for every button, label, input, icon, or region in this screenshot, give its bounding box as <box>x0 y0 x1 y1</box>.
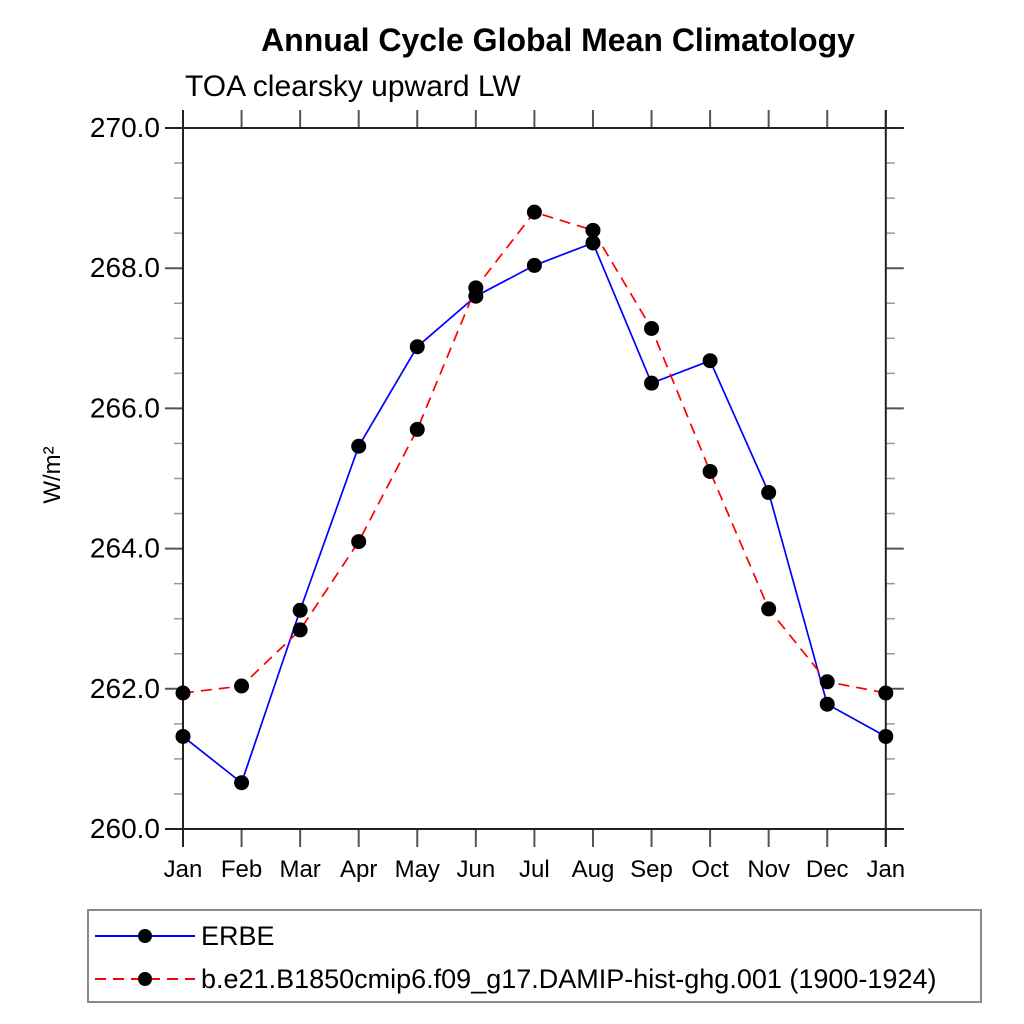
series-0-marker <box>292 602 308 618</box>
series-0-marker <box>175 728 191 744</box>
x-tick-label: Jan <box>866 856 905 883</box>
series-1-marker <box>292 622 308 638</box>
series-0-marker <box>585 235 601 251</box>
series-0-marker <box>644 375 660 391</box>
series-1-marker <box>644 320 660 336</box>
series-0-marker <box>351 438 367 454</box>
series-1-marker <box>234 678 250 694</box>
legend-marker-sample <box>138 972 152 986</box>
x-tick-label: May <box>395 856 440 883</box>
x-tick-label: Jan <box>164 856 203 883</box>
legend-marker-sample <box>138 929 152 943</box>
series-0-line <box>182 241 887 785</box>
legend-sample <box>95 929 195 943</box>
x-tick-label: Apr <box>340 856 377 883</box>
series-1-marker <box>526 204 542 220</box>
series-1-marker <box>175 685 191 701</box>
series-1-marker <box>585 222 601 238</box>
series-1-line <box>182 211 886 694</box>
series-1-marker <box>351 534 367 550</box>
series-1-marker <box>702 463 718 479</box>
series-1-marker <box>468 280 484 296</box>
series-0-marker <box>409 339 425 355</box>
x-tick-label: Sep <box>630 856 673 883</box>
series-1-marker <box>878 685 894 701</box>
y-tick-label: 266.0 <box>90 392 160 423</box>
series-0-marker <box>878 728 894 744</box>
chart-title: Annual Cycle Global Mean Climatology <box>261 22 855 58</box>
series-0-marker <box>761 485 777 501</box>
y-tick-label: 268.0 <box>90 252 160 283</box>
legend-label: ERBE <box>201 920 275 951</box>
x-tick-label: Feb <box>221 856 262 883</box>
series-0-marker <box>526 257 542 273</box>
series-0-marker <box>702 353 718 369</box>
y-tick-label: 270.0 <box>90 112 160 143</box>
x-tick-label: Oct <box>691 856 729 883</box>
legend-sample <box>95 972 195 986</box>
chart-subtitle: TOA clearsky upward LW <box>185 70 521 103</box>
y-tick-label: 260.0 <box>90 813 160 844</box>
legend-item: ERBE <box>92 920 275 951</box>
x-tick-label: Jun <box>456 856 495 883</box>
y-tick-label: 264.0 <box>90 533 160 564</box>
x-tick-label: Nov <box>747 856 790 883</box>
y-tick-label: 262.0 <box>90 673 160 704</box>
series-1-marker <box>761 601 777 617</box>
x-tick-label: Jul <box>519 856 550 883</box>
series-1-marker <box>819 674 835 690</box>
series-0-marker <box>819 696 835 712</box>
series-0-marker <box>234 775 250 791</box>
series-1-marker <box>409 421 425 437</box>
legend-item: b.e21.B1850cmip6.f09_g17.DAMIP-hist-ghg.… <box>92 963 937 994</box>
x-tick-label: Dec <box>806 856 849 883</box>
x-tick-label: Aug <box>572 856 615 883</box>
x-tick-label: Mar <box>279 856 320 883</box>
legend: ERBE b.e21.B1850cmip6.f09_g17.DAMIP-hist-… <box>87 909 982 1003</box>
legend-label: b.e21.B1850cmip6.f09_g17.DAMIP-hist-ghg.… <box>201 963 937 994</box>
